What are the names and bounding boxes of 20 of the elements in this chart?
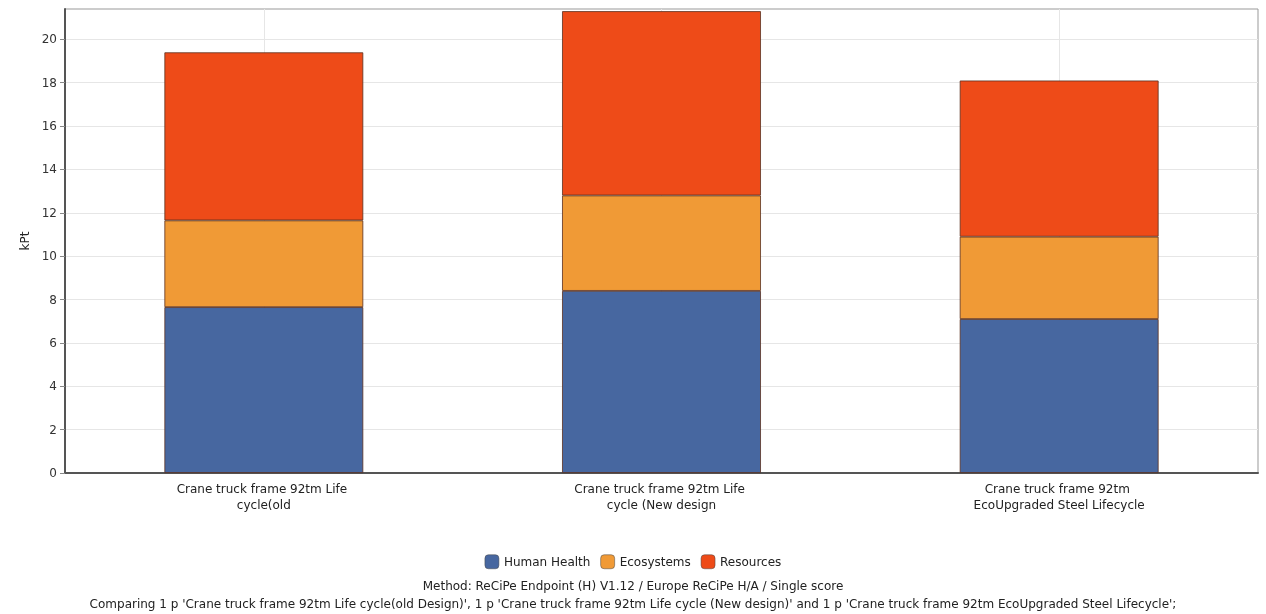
y-tick-label: 8 — [49, 292, 57, 307]
text: Comparing 1 p 'Crane truck frame 92tm Life cycle(old Design)', 1 p 'Crane truck frame 92tm Life cycle (New design)' and 1 p 'Crane truck frame 92tm EcoUpgraded Steel Lifecycle'; — [89, 597, 1177, 611]
y-tick-label: 2 — [49, 422, 57, 437]
text: Method: ReCiPe Endpoint (H) V1.12 / Europe ReCiPe H/A / Single score — [422, 579, 844, 593]
y-tick-label: 20 — [41, 32, 57, 47]
y-tick-label: 12 — [41, 205, 57, 220]
y-tick-label: 10 — [41, 249, 57, 264]
x-tick-label: Crane truck frame 92tm EcoUpgraded Steel Lifecycle — [973, 482, 1145, 512]
x-tick-label: Crane truck frame 92tm Life cycle(old — [176, 482, 352, 512]
legend-label: Human Health — [503, 554, 591, 569]
legend-label: Resources — [720, 554, 782, 569]
y-tick-label: 4 — [49, 379, 57, 394]
y-tick-label: 18 — [41, 75, 57, 90]
x-tick-label: Crane truck frame 92tm Life cycle (New design — [574, 482, 749, 512]
y-tick-label: 16 — [41, 119, 57, 134]
legend-label: Ecosystems — [619, 554, 691, 569]
y-tick-label: 0 — [49, 466, 57, 480]
y-tick-label: 6 — [49, 335, 57, 350]
y-tick-label: 14 — [41, 162, 57, 177]
y-axis-title: kPt — [17, 231, 32, 251]
